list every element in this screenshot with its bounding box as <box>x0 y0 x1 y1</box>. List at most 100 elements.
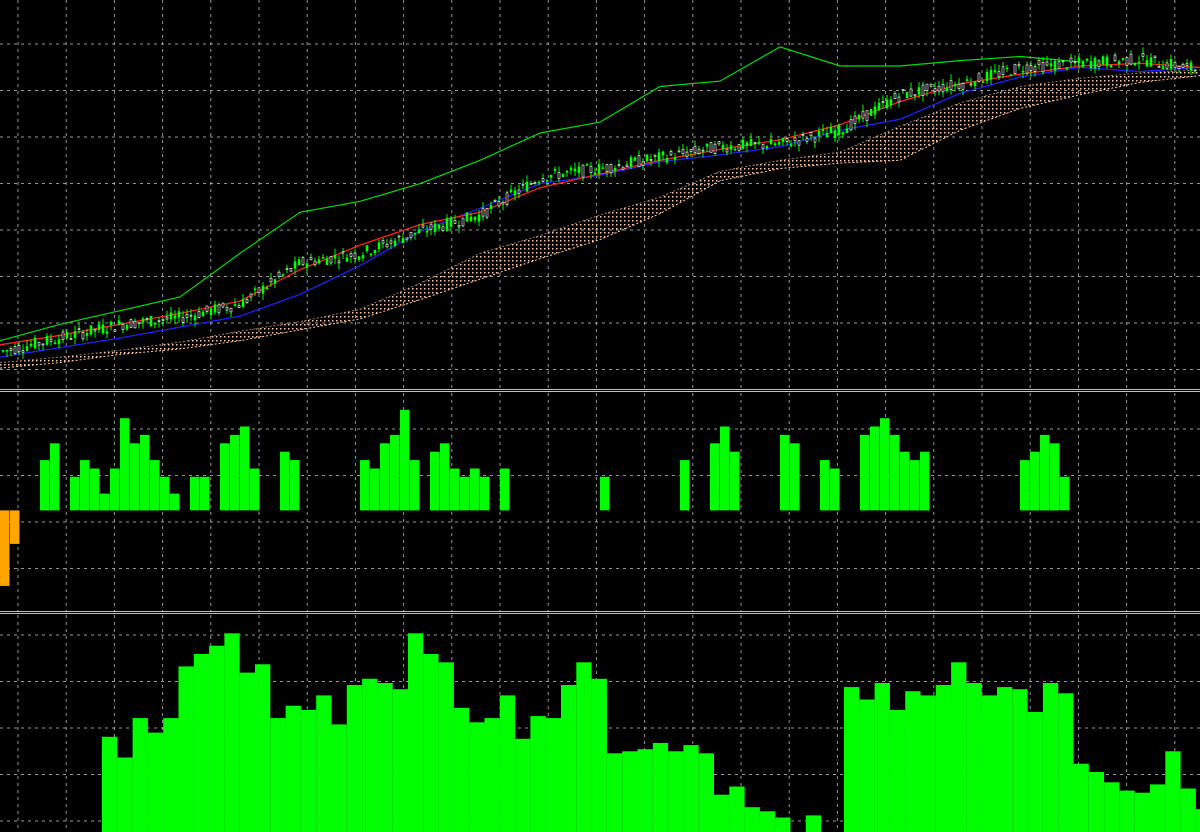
candle-body <box>433 223 437 232</box>
candle-body <box>65 332 69 338</box>
candle-body <box>321 257 325 259</box>
oscillator-bar <box>1020 460 1030 511</box>
candle-body <box>1041 61 1045 73</box>
candle-body <box>605 164 609 172</box>
candle-body <box>489 205 493 209</box>
candle-body <box>1089 60 1093 69</box>
oscillator-bar <box>870 426 880 511</box>
candles <box>1 47 1197 359</box>
candle-body <box>885 99 889 109</box>
oscillator-bar <box>370 468 380 511</box>
oscillator-bar <box>480 476 490 511</box>
oscillator-bar <box>680 460 690 511</box>
candle-body <box>501 202 505 205</box>
candle-body <box>841 132 845 135</box>
candle-body <box>701 149 705 152</box>
volume-bar <box>714 794 730 832</box>
candle-body <box>49 338 53 342</box>
tenkan-sen-line <box>0 62 1200 346</box>
candle-body <box>221 302 225 308</box>
oscillator-bar <box>430 451 440 511</box>
candle-body <box>681 148 685 154</box>
candle-body <box>113 329 117 332</box>
candle-body <box>857 115 861 120</box>
candle-body <box>545 179 549 182</box>
candle-body <box>73 331 77 338</box>
oscillator-bar <box>50 443 60 511</box>
candle-body <box>677 150 681 153</box>
oscillator-bar <box>880 418 890 511</box>
candle-body <box>1157 66 1161 68</box>
oscillator-bar <box>290 460 300 511</box>
pane-divider[interactable] <box>0 389 1200 392</box>
candle-body <box>901 89 905 91</box>
candle-body <box>13 346 17 354</box>
oscillator-bar <box>500 468 510 511</box>
oscillator-bar <box>1030 451 1040 511</box>
candle-body <box>821 129 825 131</box>
candle-body <box>117 320 121 325</box>
candle-body <box>189 314 193 317</box>
candle-body <box>1069 57 1073 63</box>
candle-body <box>273 279 277 284</box>
candle-body <box>989 69 993 80</box>
candle-body <box>9 347 13 351</box>
volume-bar <box>935 685 952 832</box>
candle-body <box>1093 57 1097 69</box>
candle-body <box>553 168 557 171</box>
candle-body <box>89 325 93 335</box>
candle-body <box>617 164 621 166</box>
oscillator-bar <box>1040 434 1050 511</box>
candle-body <box>729 145 733 150</box>
candle-body <box>513 190 517 196</box>
oscillator-pane <box>0 393 1200 611</box>
candle-body <box>1013 64 1017 74</box>
volume-bars <box>102 633 1200 832</box>
volume-bar <box>438 662 454 832</box>
oscillator-bar <box>470 468 480 511</box>
candle-body <box>573 168 577 172</box>
candle-body <box>421 224 425 228</box>
oscillator-bar <box>600 476 610 511</box>
volume-bar <box>270 718 286 832</box>
candle-body <box>709 142 713 153</box>
candle-body <box>213 304 217 313</box>
candle-body <box>85 333 89 336</box>
candle-body <box>941 83 945 93</box>
volume-bar <box>255 664 271 832</box>
candle-body <box>53 342 57 345</box>
candle-body <box>1117 61 1121 65</box>
candle-body <box>953 84 957 87</box>
candle-body <box>1021 70 1025 73</box>
candle-body <box>637 155 641 168</box>
senkou-span-a-line <box>0 69 1200 364</box>
candle-body <box>5 349 9 352</box>
candle-body <box>733 148 737 151</box>
candle-body <box>1161 66 1165 70</box>
candle-body <box>665 158 669 163</box>
candle-body <box>377 242 381 250</box>
pane-divider[interactable] <box>0 611 1200 614</box>
candle-body <box>721 144 725 150</box>
candle-body <box>217 304 221 314</box>
candle-body <box>293 261 297 269</box>
candle-body <box>933 88 937 92</box>
candle-body <box>437 224 441 229</box>
volume-bar <box>102 736 118 832</box>
candle-body <box>541 178 545 182</box>
candle-body <box>465 212 469 222</box>
candle-body <box>137 322 141 324</box>
volume-bar <box>1027 711 1043 832</box>
candle-body <box>1121 58 1125 60</box>
oscillator-bar <box>720 426 730 511</box>
volume-bar <box>576 662 592 832</box>
candle-body <box>1097 60 1101 67</box>
candle-body <box>497 201 501 207</box>
candle-body <box>949 80 953 90</box>
candle-body <box>317 259 321 264</box>
candle-body <box>893 93 897 100</box>
candle-body <box>697 148 701 154</box>
candle-body <box>897 96 901 103</box>
candle-body <box>537 181 541 184</box>
oscillator-bar <box>730 451 740 511</box>
